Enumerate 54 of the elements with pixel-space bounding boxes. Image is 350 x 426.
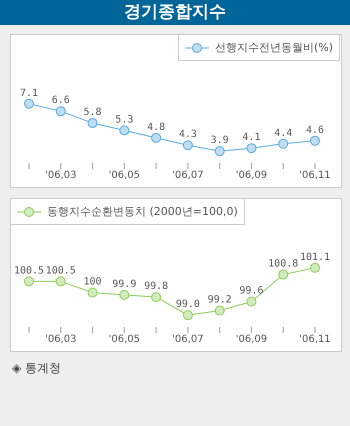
point [24,276,34,286]
point [151,292,162,302]
data-label: 99.0 [176,299,200,310]
data-label: 3.9 [210,135,229,146]
data-label: 100.5 [14,265,44,276]
point [214,146,225,156]
data-label: 100 [84,276,102,288]
point [119,290,130,300]
chart-title: 경기종합지수 [0,0,350,25]
x-tick-label: '06,03 [45,170,76,182]
data-label: 100.8 [268,258,298,270]
x-tick-label: '06,07 [172,334,204,346]
data-label: 99.9 [112,278,136,290]
point [278,138,288,149]
data-label: 5.8 [84,107,102,118]
point [310,262,320,273]
data-label: 4.4 [274,128,292,139]
point [88,118,98,128]
point [310,136,320,146]
x-tick-label: '06,05 [108,170,140,182]
point [56,276,66,286]
x-tick-label: '06,09 [236,334,268,346]
x-tick-label: '06,09 [236,170,268,182]
point [151,132,162,143]
text: ◈ 통계청 [12,360,62,377]
data-label: 7.1 [20,88,38,99]
data-label: 99.2 [208,294,232,306]
x-tick-label: '06,03 [45,334,76,346]
point [214,306,225,316]
data-label: 100.5 [46,265,76,276]
point [182,310,193,320]
data-label: 5.3 [115,114,134,126]
data-label: 4.6 [306,124,324,136]
data-label: 4.1 [242,132,260,144]
point [182,140,193,150]
data-label: 4.8 [147,122,166,133]
x-tick-label: '06,11 [299,170,331,182]
data-label: 101.1 [300,252,330,263]
legend-label: 선행지수전년동월비(%) [214,40,333,55]
point [278,270,288,280]
data-label: 4.3 [178,129,197,140]
point [24,98,34,109]
point [119,125,130,136]
point [56,106,66,116]
point [246,296,256,307]
x-tick-label: '06,07 [172,170,204,182]
data-label: 6.6 [52,95,70,106]
data-label: 99.6 [239,286,264,297]
x-tick-label: '06,11 [299,334,331,346]
data-label: 99.8 [144,281,168,292]
point [88,288,98,298]
x-tick-label: '06,05 [108,334,140,346]
point [246,143,256,154]
legend-label: 동행지수순환변동치 (2000년=100,0) [46,204,238,219]
